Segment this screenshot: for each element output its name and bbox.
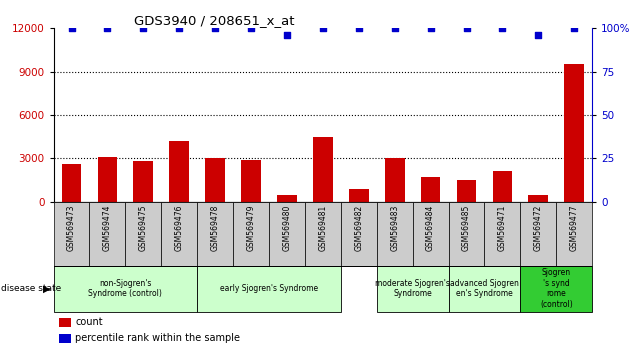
FancyBboxPatch shape (556, 202, 592, 266)
FancyBboxPatch shape (377, 202, 413, 266)
Text: GSM569477: GSM569477 (570, 205, 579, 251)
Text: count: count (75, 318, 103, 327)
FancyBboxPatch shape (54, 202, 89, 266)
Bar (98, 157, 117, 202)
Text: GSM569476: GSM569476 (175, 205, 184, 251)
FancyBboxPatch shape (449, 266, 520, 312)
FancyBboxPatch shape (161, 202, 197, 266)
FancyBboxPatch shape (197, 202, 233, 266)
Bar (385, 159, 404, 202)
Text: GSM569471: GSM569471 (498, 205, 507, 251)
Text: GSM569479: GSM569479 (246, 205, 256, 251)
Bar (277, 195, 297, 202)
Point (389, 25, 399, 31)
Point (210, 25, 220, 31)
Point (66, 25, 77, 31)
Text: moderate Sjogren's
Syndrome: moderate Sjogren's Syndrome (375, 279, 450, 298)
Text: GSM569474: GSM569474 (103, 205, 112, 251)
FancyBboxPatch shape (125, 202, 161, 266)
Text: non-Sjogren's
Syndrome (control): non-Sjogren's Syndrome (control) (88, 279, 163, 298)
Text: GSM569475: GSM569475 (139, 205, 148, 251)
Text: percentile rank within the sample: percentile rank within the sample (75, 333, 240, 343)
Text: GSM569484: GSM569484 (426, 205, 435, 251)
Text: early Sjogren's Syndrome: early Sjogren's Syndrome (220, 284, 318, 293)
FancyBboxPatch shape (89, 202, 125, 266)
Text: GSM569480: GSM569480 (282, 205, 292, 251)
Text: GSM569481: GSM569481 (318, 205, 328, 251)
Bar (349, 189, 369, 202)
FancyBboxPatch shape (269, 202, 305, 266)
Text: GSM569472: GSM569472 (534, 205, 543, 251)
FancyBboxPatch shape (305, 202, 341, 266)
Bar (493, 171, 512, 202)
Point (533, 33, 543, 38)
Text: GDS3940 / 208651_x_at: GDS3940 / 208651_x_at (134, 14, 295, 27)
Text: disease state: disease state (1, 284, 61, 293)
FancyBboxPatch shape (520, 266, 592, 312)
FancyBboxPatch shape (413, 202, 449, 266)
Bar (59, 334, 71, 343)
Point (461, 25, 471, 31)
Bar (421, 177, 440, 202)
Text: ▶: ▶ (43, 284, 50, 293)
Point (138, 25, 149, 31)
FancyBboxPatch shape (233, 202, 269, 266)
Text: GSM569483: GSM569483 (390, 205, 399, 251)
FancyBboxPatch shape (341, 202, 377, 266)
Point (282, 33, 292, 38)
FancyBboxPatch shape (484, 202, 520, 266)
Text: GSM569473: GSM569473 (67, 205, 76, 251)
FancyBboxPatch shape (377, 266, 449, 312)
Text: GSM569482: GSM569482 (354, 205, 364, 251)
FancyBboxPatch shape (449, 202, 484, 266)
Bar (241, 160, 261, 202)
Bar (169, 141, 189, 202)
Point (497, 25, 507, 31)
Text: GSM569478: GSM569478 (210, 205, 220, 251)
Bar (313, 137, 333, 202)
Point (102, 25, 112, 31)
Bar (59, 318, 71, 327)
Point (174, 25, 184, 31)
Bar (62, 164, 81, 202)
Point (353, 25, 364, 31)
Bar (134, 161, 153, 202)
Point (569, 25, 579, 31)
FancyBboxPatch shape (54, 266, 197, 312)
FancyBboxPatch shape (197, 266, 341, 312)
FancyBboxPatch shape (520, 202, 556, 266)
Point (425, 25, 435, 31)
Point (318, 25, 328, 31)
Text: GSM569485: GSM569485 (462, 205, 471, 251)
Point (246, 25, 256, 31)
Bar (457, 180, 476, 202)
Bar (529, 195, 548, 202)
Bar (205, 159, 225, 202)
Text: advanced Sjogren
en's Syndrome: advanced Sjogren en's Syndrome (450, 279, 519, 298)
Bar (564, 64, 584, 202)
Text: Sjogren
's synd
rome
(control): Sjogren 's synd rome (control) (540, 268, 573, 309)
